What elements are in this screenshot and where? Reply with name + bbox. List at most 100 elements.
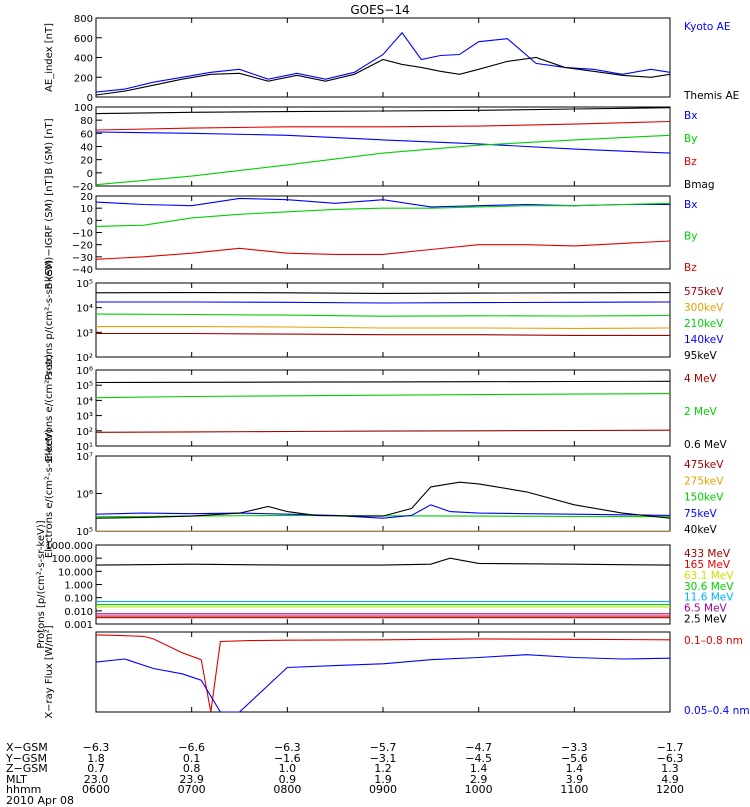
series-group	[96, 557, 670, 619]
panel-electrons_kev: 10⁵ 10⁶ 10⁷ Electrons e/(cm²-s-sr-keV) 475ke…	[44, 429, 724, 558]
ephemeris-value: 1.4	[469, 762, 488, 775]
ephemeris-value: 1.4	[565, 762, 584, 775]
legend-label: 0.05–0.4 nm	[684, 705, 750, 717]
ephemeris-value: 23.9	[179, 772, 204, 786]
y-tick-label: −20	[72, 241, 93, 252]
y-tick-label: 10¹	[76, 442, 93, 453]
ephemeris-row: MLT	[6, 774, 27, 786]
ephemeris-date: 2010 Apr 08	[6, 793, 75, 807]
series-group	[96, 31, 670, 96]
ephemeris-value: 0.1	[182, 751, 201, 765]
y-tick-label: −10	[72, 229, 93, 240]
series-line	[96, 301, 670, 304]
ephemeris-value: −1.7	[656, 741, 684, 754]
y-tick-label: 0.001	[64, 620, 93, 631]
y-tick-label: 10⁶	[76, 366, 93, 377]
legend-label: 30.6 MeV	[684, 581, 734, 593]
panel-frame	[95, 282, 671, 358]
ephemeris-value: 1000	[464, 783, 493, 796]
series-group	[96, 197, 670, 260]
y-tick-label: 20	[80, 192, 93, 203]
ephemeris-value: 0.7	[87, 762, 105, 775]
ephemeris-value: −6.3	[656, 751, 684, 765]
legend-label: 95keV	[684, 350, 718, 362]
series-line	[96, 313, 670, 317]
y-axis-label: B (SM) [nT]	[44, 118, 55, 174]
ephemeris-row: hhmm	[6, 783, 42, 796]
ephemeris-value: −3.1	[369, 751, 397, 765]
panel-protons_low: 10² 10³ 10⁴ 10⁵ Protons p/(cm²-s-sr-keV) 575k…	[44, 260, 724, 381]
legend-label: 0.1–0.8 nm	[684, 635, 743, 647]
panel-ae: 0 200 400 600 800 AE_index [nT] Kyoto AE Themis…	[44, 14, 739, 104]
legend-label: 75keV	[684, 508, 718, 520]
series-line	[96, 481, 670, 519]
y-tick-label: 100	[74, 103, 93, 114]
y-tick-label: 800	[74, 14, 93, 25]
ephemeris-date-row: 2010 Apr 08	[6, 793, 75, 807]
legend-label: Bmag	[684, 179, 715, 191]
series-line	[96, 131, 670, 154]
ephemeris-value: −1.6	[273, 751, 301, 765]
y-tick-label: 80	[80, 116, 93, 127]
series-line	[96, 504, 670, 519]
ephemeris-value: 1100	[560, 783, 589, 796]
series-line	[96, 134, 670, 186]
y-tick-label: 10.000	[58, 567, 93, 578]
legend-label: 475keV	[684, 459, 724, 471]
y-axis-label: Protons [p/(cm²-s-sr-keV)]	[36, 520, 47, 648]
series-group	[96, 107, 670, 186]
y-axis-label: X−ray Flux [W/m²]	[44, 625, 55, 718]
ephemeris-value: −6.6	[178, 741, 206, 754]
y-axis-label: Protons p/(cm²-s-sr-keV)	[44, 260, 55, 381]
y-tick-label: 20	[80, 156, 93, 167]
ephemeris-row: Y−GSM	[6, 753, 47, 765]
panel-xray: X−ray Flux [W/m²] 0.1–0.8 nm 0.05–0.4 nm	[44, 625, 750, 718]
panel-frame	[95, 544, 671, 625]
legend-label: By	[684, 133, 697, 145]
y-tick-label: 10⁵	[76, 279, 93, 290]
series-group	[96, 634, 670, 712]
ephemeris-value: −6.3	[273, 741, 301, 754]
y-tick-label: 40	[80, 143, 93, 154]
panel-frame	[95, 106, 671, 187]
legend-label: 2.5 MeV	[684, 614, 728, 626]
ephemeris-value: 23.0	[83, 772, 109, 786]
y-tick-label: 60	[80, 129, 93, 140]
panel-frame	[95, 631, 671, 713]
y-tick-label: 10⁵	[76, 381, 93, 392]
legend-label: 11.6 MeV	[684, 592, 734, 604]
y-tick-label: 10⁴	[76, 396, 93, 407]
series-line	[96, 429, 670, 433]
ephemeris-label: X−GSM	[6, 741, 48, 754]
y-axis-label: B (SM)−IGRF (SM) [nT]	[44, 175, 55, 289]
y-tick-label: 10³	[76, 412, 93, 423]
y-axis-label: AE_index [nT]	[44, 23, 55, 92]
y-tick-label: 0	[87, 169, 93, 180]
y-tick-label: 1000.000	[45, 541, 93, 552]
y-tick-label: 10⁴	[76, 304, 93, 315]
y-tick-label: 200	[74, 73, 93, 84]
y-tick-label: 0.010	[64, 607, 93, 618]
legend-label: 150keV	[684, 492, 724, 504]
ephemeris-label: hhmm	[6, 783, 42, 796]
legend-label: 6.5 MeV	[684, 603, 728, 615]
legend-label: Bz	[684, 156, 697, 168]
panel-frame	[95, 17, 671, 98]
ephemeris-value: 0800	[273, 783, 302, 796]
legend-label: By	[684, 231, 697, 243]
panel-frame	[95, 455, 671, 532]
y-tick-label: 10²	[76, 353, 93, 364]
panel-protons_high: 0.001 0.010 0.100 1.000 10.000 100.000 1000.00…	[36, 520, 734, 648]
ephemeris-value: 0.9	[278, 772, 297, 786]
legend-label: 4 MeV	[684, 373, 718, 385]
ephemeris-value: −6.3	[82, 741, 110, 754]
series-group	[96, 380, 670, 433]
y-tick-label: 10⁷	[76, 452, 93, 463]
legend-label: 2 MeV	[684, 406, 718, 418]
ephemeris-value: 1.8	[87, 751, 105, 765]
ephemeris-value: −5.7	[369, 741, 397, 754]
ephemeris-value: 4.9	[661, 772, 679, 786]
ephemeris-value: 3.9	[565, 772, 584, 786]
y-tick-label: 1.000	[64, 581, 93, 592]
